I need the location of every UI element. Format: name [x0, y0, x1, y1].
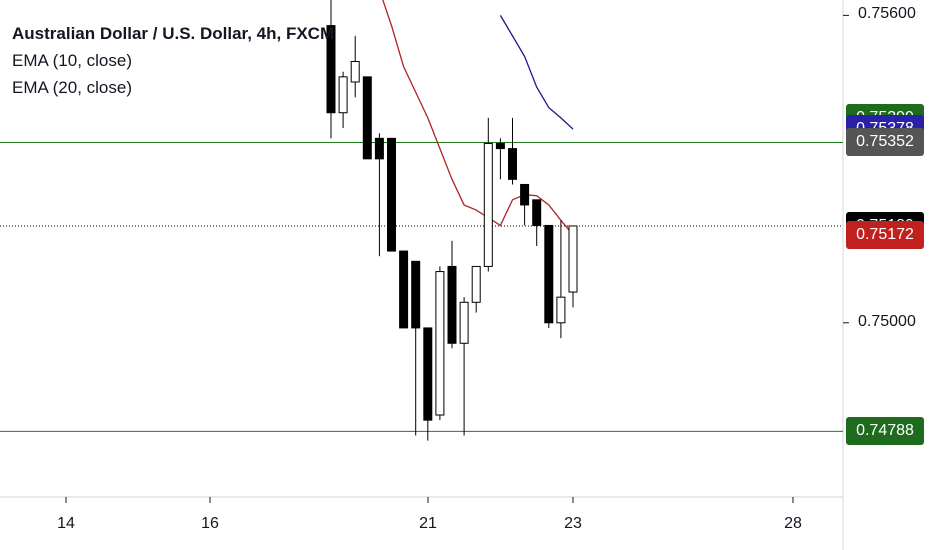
ema20-path	[499, 15, 574, 130]
candle-body	[411, 260, 421, 329]
price-tick-label: 0.75000	[858, 312, 916, 330]
ema20-legend[interactable]: EMA (20, close)	[12, 78, 132, 97]
candle-body	[520, 183, 530, 206]
ema10-path	[382, 0, 574, 236]
candle-body	[568, 225, 578, 293]
chart-legend: Australian Dollar / U.S. Dollar, 4h, FXC…	[12, 20, 334, 101]
candle-body	[362, 76, 372, 160]
candle-body	[544, 224, 554, 324]
candle-body	[435, 271, 445, 416]
candle-body	[423, 327, 433, 421]
price-tag: 0.74788	[846, 417, 924, 446]
candle-body	[374, 137, 384, 160]
candles	[326, 0, 578, 441]
horizontal-lines	[0, 141, 843, 432]
ema10-legend[interactable]: EMA (10, close)	[12, 51, 132, 70]
candle-body	[350, 60, 360, 83]
candle-body	[447, 265, 457, 344]
price-tag: 0.75352	[846, 128, 924, 157]
candle-body	[338, 76, 348, 114]
candle-body	[459, 301, 469, 344]
ema10-line	[382, 0, 574, 236]
candle-body	[532, 199, 542, 226]
candle-body	[483, 142, 493, 267]
time-tick-label: 28	[784, 515, 802, 532]
price-tick-label: 0.75600	[858, 5, 916, 23]
candle-body	[556, 296, 566, 324]
time-tick-label: 14	[57, 515, 75, 532]
time-tick-label: 21	[419, 515, 437, 532]
ema20-line	[499, 15, 574, 130]
time-tick-label: 16	[201, 515, 219, 532]
candle-body	[326, 25, 336, 114]
candle-body	[471, 265, 481, 303]
time-tick-label: 23	[564, 515, 582, 532]
axis-tick-marks	[65, 14, 849, 503]
price-tag: 0.75172	[846, 220, 924, 249]
symbol-title[interactable]: Australian Dollar / U.S. Dollar, 4h, FXC…	[12, 24, 335, 43]
candle-body	[495, 142, 505, 150]
candle-body	[387, 137, 396, 252]
candle-body	[399, 250, 409, 329]
candle-body	[508, 148, 517, 180]
